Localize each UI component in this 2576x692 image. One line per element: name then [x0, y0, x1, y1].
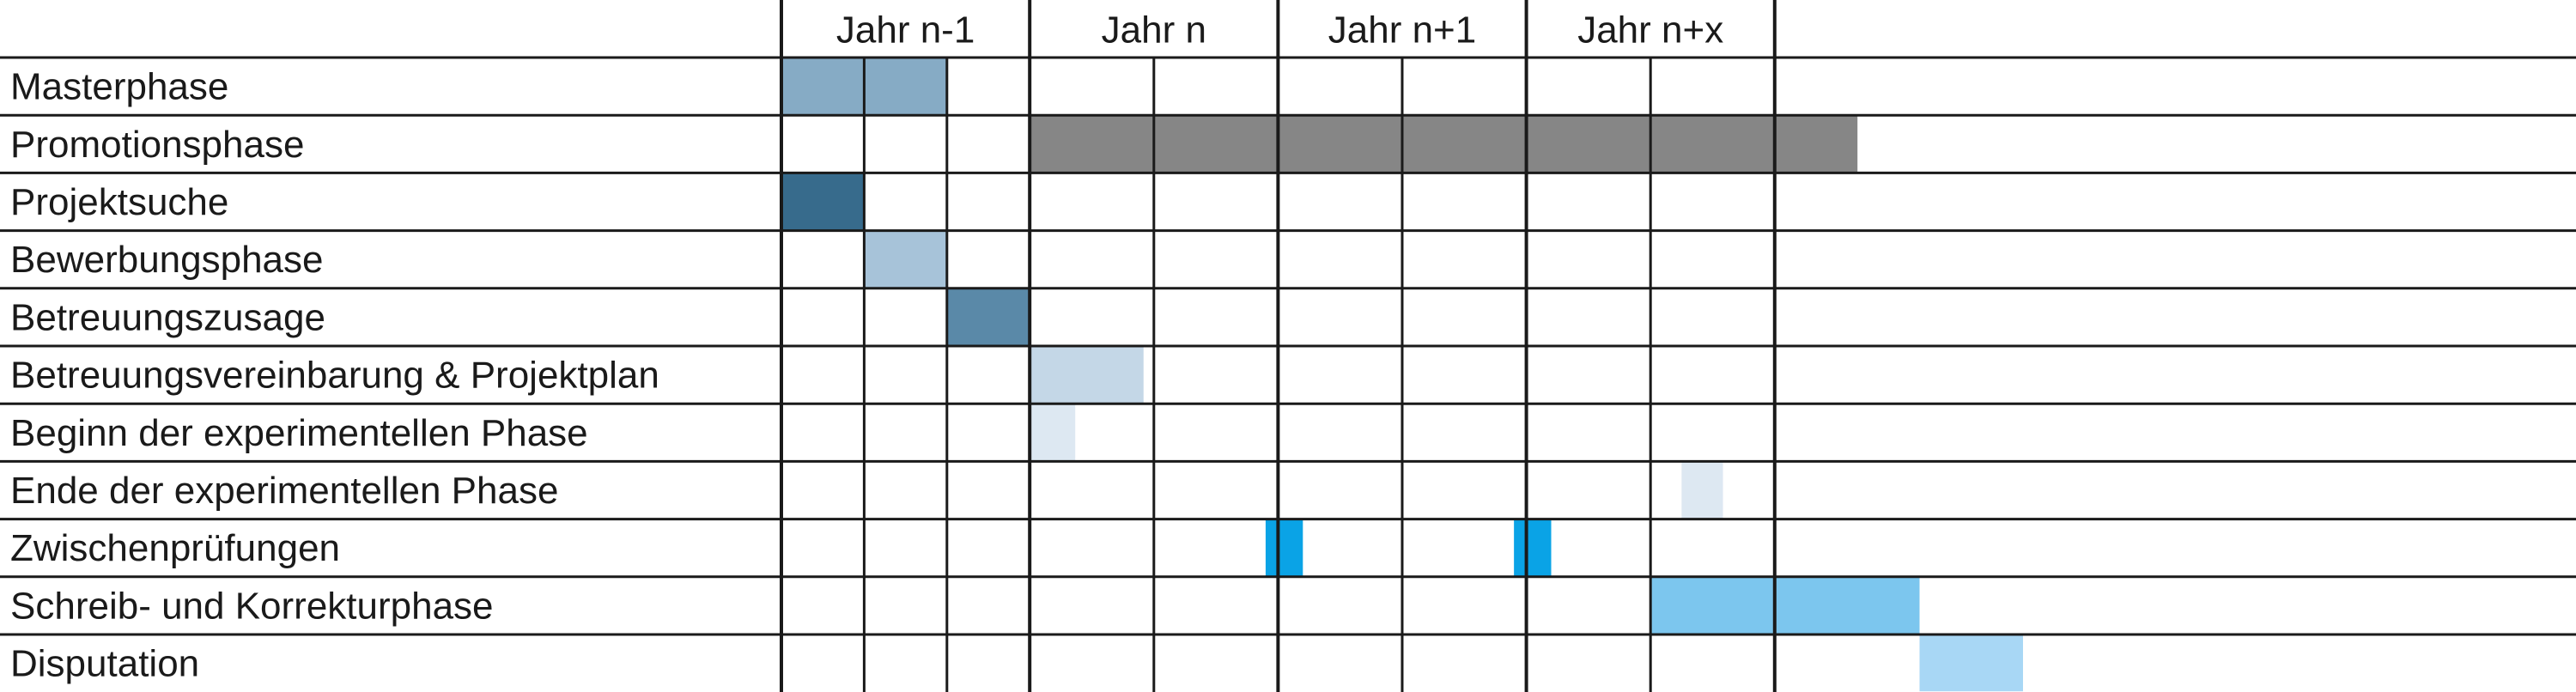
row-label-5: Betreuungsvereinbarung & Projektplan [10, 355, 659, 397]
task-bar-1 [1030, 116, 1858, 173]
task-bar-5 [1030, 347, 1144, 404]
column-header-3: Jahr n+x [1577, 9, 1723, 52]
column-header-2: Jahr n+1 [1328, 9, 1476, 52]
task-bar-4 [946, 288, 1030, 345]
task-bar-8 [1265, 519, 1303, 576]
row-label-0: Masterphase [10, 66, 228, 108]
label-layer: Jahr n-1 Jahr n Jahr n+1 Jahr n+x Masterphas… [10, 9, 1723, 685]
task-bar-10 [1650, 577, 1920, 634]
row-label-8: Zwischenprüfungen [10, 527, 340, 569]
row-label-3: Bewerbungsphase [10, 239, 323, 281]
row-label-6: Beginn der experimentellen Phase [10, 412, 588, 454]
column-header-1: Jahr n [1102, 9, 1206, 52]
row-label-2: Projektsuche [10, 181, 228, 223]
row-label-10: Disputation [10, 643, 199, 685]
column-header-0: Jahr n-1 [836, 9, 975, 52]
row-label-4: Betreuungszusage [10, 296, 325, 338]
task-bar-11 [1919, 635, 2023, 692]
task-bar-9 [1514, 519, 1552, 576]
row-label-9: Schreib- und Korrekturphase [10, 585, 494, 627]
task-bar-3 [864, 231, 947, 288]
row-label-1: Promotionsphase [10, 124, 304, 166]
task-bar-layer [781, 58, 2023, 692]
row-label-7: Ende der experimentellen Phase [10, 470, 558, 512]
task-bar-7 [1681, 462, 1723, 519]
task-bar-2 [781, 173, 865, 230]
task-bar-6 [1030, 404, 1076, 461]
